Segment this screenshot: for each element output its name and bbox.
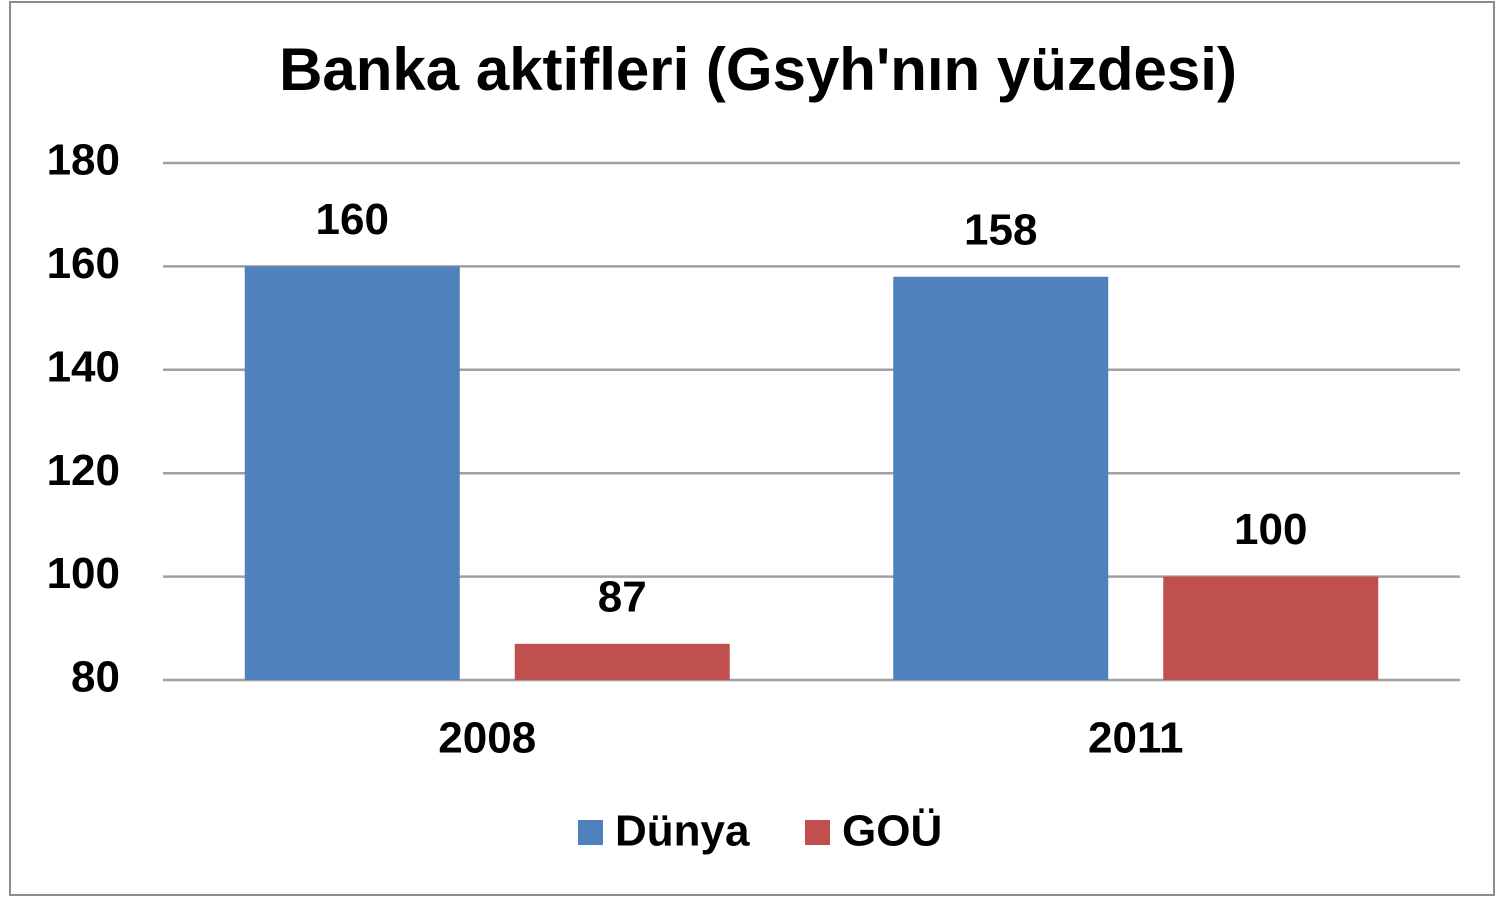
x-tick-label: 2011 (1088, 714, 1183, 763)
bar (893, 276, 1109, 680)
data-label: 160 (316, 195, 389, 244)
data-label: 100 (1234, 505, 1307, 554)
data-label: 158 (964, 205, 1037, 254)
legend-label: GOÜ (842, 807, 942, 856)
legend-swatch (805, 820, 830, 845)
bar (1163, 576, 1379, 680)
bar (244, 266, 460, 680)
chart-border (9, 1, 1495, 896)
y-tick-label: 140 (47, 342, 120, 391)
legend-label: Dünya (615, 807, 750, 856)
y-tick-label: 100 (47, 549, 120, 598)
x-tick-label: 2008 (438, 714, 536, 763)
y-tick-label: 180 (47, 136, 120, 185)
chart-title: Banka aktifleri (Gsyh'nın yüzdesi) (279, 36, 1237, 103)
legend-swatch (578, 820, 603, 845)
bar (514, 643, 730, 680)
y-tick-label: 120 (47, 446, 120, 495)
y-tick-label: 80 (71, 653, 120, 702)
data-label: 87 (598, 572, 647, 621)
y-tick-label: 160 (47, 239, 120, 288)
